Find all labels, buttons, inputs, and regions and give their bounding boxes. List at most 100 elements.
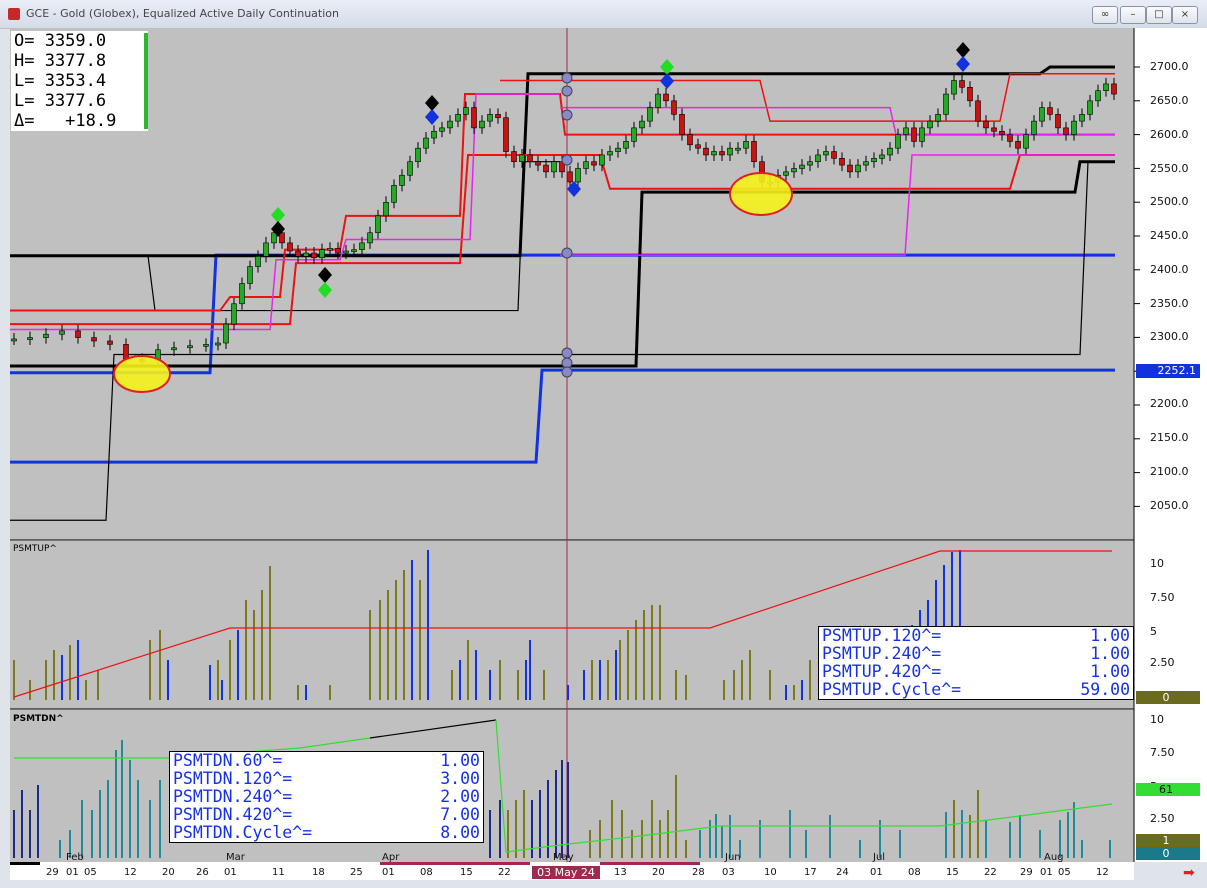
month-label: Aug	[1044, 852, 1064, 863]
candle-body	[519, 154, 525, 163]
psmtdn-axis-label: 2.50	[1150, 812, 1175, 825]
candle-body	[1007, 134, 1013, 142]
price-label: 2050.0	[1150, 499, 1189, 512]
month-label: Jun	[725, 852, 741, 863]
candle-body	[927, 120, 933, 129]
candle-body	[599, 154, 605, 166]
date-label: 01	[1040, 867, 1053, 878]
stats-value: 1.00	[1090, 662, 1130, 681]
date-label: 29	[46, 867, 59, 878]
date-label: 22	[498, 867, 511, 878]
candle-body	[1095, 90, 1101, 102]
stats-row: PSMTDN.Cycle^= 8.00	[170, 824, 483, 842]
blue-diamond-marker	[956, 56, 970, 72]
candle-body	[615, 147, 621, 152]
month-label: Mar	[226, 852, 245, 863]
price-label: 2600.0	[1150, 128, 1189, 141]
blue-diamond-marker	[567, 181, 581, 197]
candle-body	[975, 100, 981, 122]
close-button[interactable]: ×	[1172, 6, 1198, 24]
candle-body	[319, 249, 325, 259]
candle-body	[423, 137, 429, 149]
price-label: 2650.0	[1150, 94, 1189, 107]
candle-body	[983, 120, 989, 129]
date-label: 11	[272, 867, 285, 878]
candle-body	[847, 164, 853, 173]
date-label: 28	[692, 867, 705, 878]
candle-body	[383, 202, 389, 217]
stats-key: PSMTUP.420^=	[822, 662, 942, 681]
highlight-ellipse	[113, 355, 171, 393]
stats-value: 1.00	[440, 751, 480, 770]
price-label: 2700.0	[1150, 60, 1189, 73]
date-label: 12	[1096, 867, 1109, 878]
ohlc-box: O= 3359.0 H= 3377.8 L= 3353.4 L= 3377.6 …	[11, 31, 148, 131]
stats-key: PSMTDN.240^=	[173, 787, 293, 806]
candle-body	[743, 141, 749, 149]
candle-body	[855, 164, 861, 173]
month-label: May	[553, 852, 574, 863]
candle-body	[1047, 107, 1053, 115]
red-level-line	[10, 93, 1115, 312]
highlight-ellipse	[729, 172, 793, 216]
maximize-button[interactable]: □	[1146, 6, 1172, 24]
candle-body	[1111, 83, 1117, 95]
psmtdn-axis-label: 7.50	[1150, 746, 1175, 759]
black-diamond-marker	[318, 267, 332, 283]
candle-body	[1079, 114, 1085, 122]
stats-row: PSMTDN.120^= 3.00	[170, 770, 483, 788]
psmtdn-tag-61: 61	[1136, 783, 1200, 796]
candle-body	[543, 164, 549, 173]
candle-body	[1071, 120, 1077, 135]
current-price-tag: 2252.1	[1136, 364, 1200, 378]
candle-body	[391, 185, 397, 203]
ohlc-low: L= 3353.4	[14, 71, 107, 91]
cursor-date-marker: 03 May 24	[532, 866, 600, 879]
candle-body	[399, 174, 405, 186]
candle-body	[271, 232, 277, 244]
scroll-right-arrow-icon[interactable]: ➡	[1183, 865, 1195, 881]
candle-body	[575, 168, 581, 183]
date-label: 12	[124, 867, 137, 878]
candle-body	[91, 337, 97, 342]
link-icon[interactable]: ∞	[1092, 6, 1118, 24]
psmtdn-stats-box: PSMTDN.60^= 1.00 PSMTDN.120^= 3.00 PSMTDN.…	[169, 751, 484, 843]
candle-body	[495, 114, 501, 119]
black-thin-line	[10, 161, 1115, 521]
candle-body	[839, 158, 845, 166]
stats-row: PSMTUP.Cycle^= 59.00	[819, 681, 1133, 699]
candle-body	[439, 127, 445, 132]
ohlc-last: L= 3377.6	[14, 91, 107, 111]
candle-body	[591, 161, 597, 166]
price-label: 2500.0	[1150, 195, 1189, 208]
candle-body	[911, 127, 917, 142]
cursor-node	[561, 366, 573, 378]
ohlc-high: H= 3377.8	[14, 51, 107, 71]
candle-body	[871, 158, 877, 163]
date-label: 05	[84, 867, 97, 878]
date-label: 25	[350, 867, 363, 878]
candle-body	[1103, 83, 1109, 91]
candle-body	[1055, 114, 1061, 129]
candle-body	[751, 141, 757, 163]
psmtup-axis-label: 10	[1150, 557, 1164, 570]
candle-body	[527, 154, 533, 163]
psmtup-axis-label: 5	[1150, 625, 1157, 638]
stats-key: PSMTDN.420^=	[173, 805, 293, 824]
candle-body	[623, 141, 629, 149]
minimize-button[interactable]: –	[1120, 6, 1146, 24]
candle-body	[727, 147, 733, 156]
candle-body	[935, 114, 941, 122]
candle-body	[503, 117, 509, 152]
candle-body	[879, 154, 885, 159]
candle-body	[895, 134, 901, 149]
candle-body	[679, 114, 685, 135]
black-level-line	[10, 160, 1115, 368]
candle-body	[407, 161, 413, 176]
candle-body	[431, 130, 437, 139]
candle-body	[1023, 134, 1029, 149]
candle-body	[863, 161, 869, 166]
candle-body	[815, 154, 821, 163]
month-label: Jul	[873, 852, 886, 863]
